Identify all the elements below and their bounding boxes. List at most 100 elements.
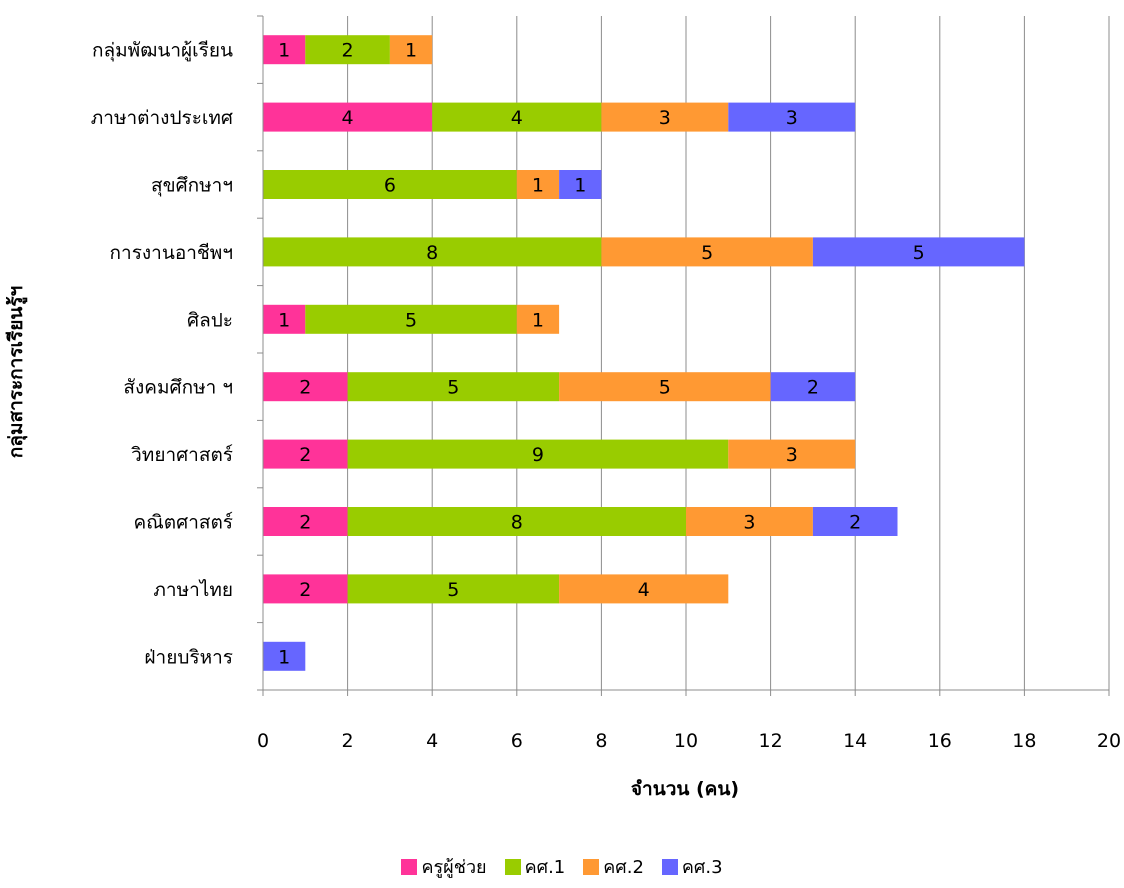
bar-segment	[770, 372, 856, 402]
data-label: 4	[342, 107, 354, 129]
data-label: 2	[299, 512, 311, 534]
legend-item: คศ.3	[661, 852, 723, 881]
category-label: ภาษาไทย	[153, 579, 233, 601]
data-label: 2	[299, 377, 311, 399]
data-label: 5	[447, 377, 459, 399]
bar-segment	[263, 304, 306, 334]
data-label: 3	[743, 512, 755, 534]
data-label: 1	[278, 309, 290, 331]
bars: 1 2 14 4 3 36 1 18 5 51 5 12 5 5 22 9 32 8 3 22 5 41	[263, 35, 1025, 671]
bar-segment	[812, 237, 1025, 267]
bar-segment	[686, 507, 813, 536]
category-label: กลุ่มพัฒนาผู้เรียน	[92, 40, 233, 63]
bar-segment	[347, 507, 686, 536]
bar-segment	[812, 507, 898, 536]
x-tick-label: 0	[257, 730, 269, 752]
x-tick-label: 14	[843, 730, 867, 752]
data-label: 3	[786, 107, 798, 129]
bar-segment	[347, 372, 560, 402]
data-label: 5	[701, 242, 713, 264]
data-label: 1	[405, 40, 417, 62]
data-label: 5	[447, 579, 459, 601]
data-label: 2	[807, 377, 819, 399]
category-label: สุขศึกษาฯ	[151, 175, 233, 198]
category-label: การงานอาชีพฯ	[110, 242, 233, 264]
x-tick-label: 16	[928, 730, 952, 752]
bar-segment	[559, 574, 729, 604]
category-label: ฝ่ายบริหาร	[144, 646, 233, 668]
data-label: 1	[574, 175, 586, 197]
data-label: 6	[384, 175, 396, 197]
bar-segment	[516, 170, 560, 199]
bar-segment	[516, 304, 560, 334]
legend-label: คศ.1	[524, 857, 566, 878]
bar-segment	[263, 237, 602, 267]
x-tick-label: 2	[342, 730, 354, 752]
data-label: 1	[278, 40, 290, 62]
data-label: 8	[511, 512, 523, 534]
bar-segment	[728, 439, 856, 469]
legend-item: คศ.2	[583, 852, 644, 881]
bar-segment	[263, 574, 348, 604]
category-label: ศิลปะ	[187, 309, 233, 331]
bar-segment	[305, 304, 517, 334]
data-label: 2	[299, 579, 311, 601]
bar-segment	[263, 372, 348, 402]
legend-swatch	[661, 858, 678, 875]
bar-segment	[347, 574, 560, 604]
data-label: 9	[532, 444, 544, 466]
bar-segment	[728, 102, 856, 132]
data-label: 1	[278, 646, 290, 668]
x-tick-label: 20	[1097, 730, 1121, 752]
data-label: 5	[659, 377, 671, 399]
x-tick-label: 6	[511, 730, 523, 752]
data-label: 2	[849, 512, 861, 534]
bar-segment	[263, 507, 348, 536]
data-label: 3	[659, 107, 671, 129]
bar-segment	[263, 35, 306, 65]
legend-label: ครูผู้ช่วย	[421, 857, 487, 878]
y-axis-title: กลุ่มสาระการเรียนรู้ฯ	[5, 286, 28, 458]
x-tick-label: 8	[595, 730, 607, 752]
data-label: 3	[786, 444, 798, 466]
data-label: 4	[638, 579, 650, 601]
legend-swatch	[504, 858, 521, 875]
stacked-bar-chart: 1 2 14 4 3 36 1 18 5 51 5 12 5 5 22 9 32 8 3 22 5 41 0 2 4 6 8 10 1…	[5, 15, 1121, 800]
bar-segment	[559, 170, 602, 199]
bar-segment	[432, 102, 602, 132]
data-label: 5	[913, 242, 925, 264]
legend: ครูผู้ช่วย คศ.1 คศ.2 คศ.3	[0, 852, 1124, 881]
bar-segment	[389, 35, 433, 65]
bar-segment	[347, 439, 729, 469]
bar-segment	[263, 170, 517, 199]
bar-segment	[263, 641, 306, 671]
x-tick-label: 4	[426, 730, 438, 752]
category-label: สังคมศึกษา ฯ	[123, 377, 233, 399]
axes: 0 2 4 6 8 10 12 14 16 18 20กลุ่มพัฒนาผู้เรียนภาษาต…	[91, 15, 1121, 752]
data-label: 4	[511, 107, 523, 129]
category-label: วิทยาศาสตร์	[131, 444, 233, 466]
legend-label: คศ.2	[603, 857, 644, 878]
x-tick-label: 12	[759, 730, 783, 752]
bar-segment	[263, 102, 433, 132]
category-label: คณิตศาสตร์	[133, 512, 233, 534]
bar-segment	[601, 102, 729, 132]
legend-label: คศ.3	[681, 857, 723, 878]
data-label: 1	[532, 309, 544, 331]
bar-segment	[263, 439, 348, 469]
legend-item: ครูผู้ช่วย	[401, 852, 487, 881]
bar-segment	[601, 237, 813, 267]
data-label: 2	[299, 444, 311, 466]
data-label: 2	[342, 40, 354, 62]
x-axis-title: จำนวน (คน)	[631, 778, 739, 800]
data-label: 5	[405, 309, 417, 331]
x-tick-label: 10	[674, 730, 698, 752]
legend-item: คศ.1	[504, 852, 566, 881]
bar-segment	[305, 35, 390, 65]
data-label: 8	[426, 242, 438, 264]
category-label: ภาษาต่างประเทศ	[91, 107, 233, 129]
legend-swatch	[401, 858, 418, 875]
bar-segment	[559, 372, 771, 402]
x-tick-label: 18	[1012, 730, 1036, 752]
legend-swatch	[583, 858, 600, 875]
